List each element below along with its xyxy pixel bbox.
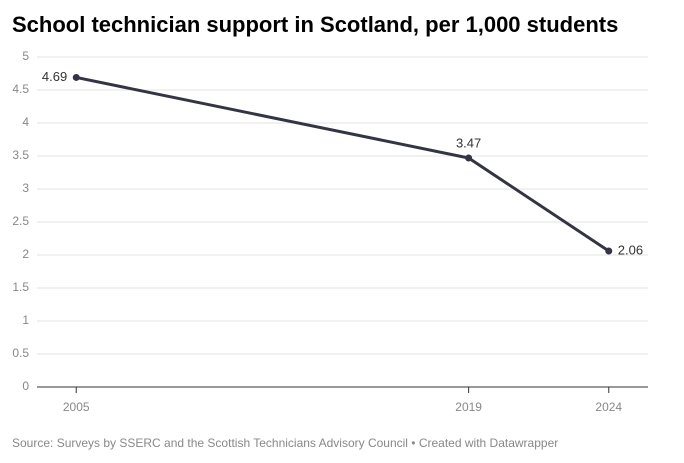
y-tick-label: 1.5 (12, 280, 29, 294)
x-tick-label: 2019 (455, 400, 482, 414)
data-point (465, 154, 473, 162)
data-label: 4.69 (42, 69, 67, 84)
line-series (75, 75, 610, 253)
data-label: 2.06 (618, 242, 643, 257)
data-point (605, 247, 613, 255)
y-tick-label: 4.5 (12, 82, 29, 96)
y-tick-label: 0.5 (12, 346, 29, 360)
y-tick-label: 4 (22, 115, 29, 129)
y-tick-label: 3 (22, 181, 29, 195)
x-tick-label: 2024 (595, 400, 622, 414)
source-note: Source: Surveys by SSERC and the Scottis… (12, 436, 558, 450)
data-label: 3.47 (456, 135, 481, 150)
y-tick-label: 2 (22, 247, 29, 261)
y-tick-label: 2.5 (12, 214, 29, 228)
x-tick-label: 2005 (63, 400, 90, 414)
y-tick-label: 1 (22, 313, 29, 327)
y-tick-label: 3.5 (12, 148, 29, 162)
data-point (72, 73, 80, 81)
y-tick-label: 5 (22, 49, 29, 63)
chart-title: School technician support in Scotland, p… (12, 12, 618, 37)
y-tick-label: 0 (22, 379, 29, 393)
